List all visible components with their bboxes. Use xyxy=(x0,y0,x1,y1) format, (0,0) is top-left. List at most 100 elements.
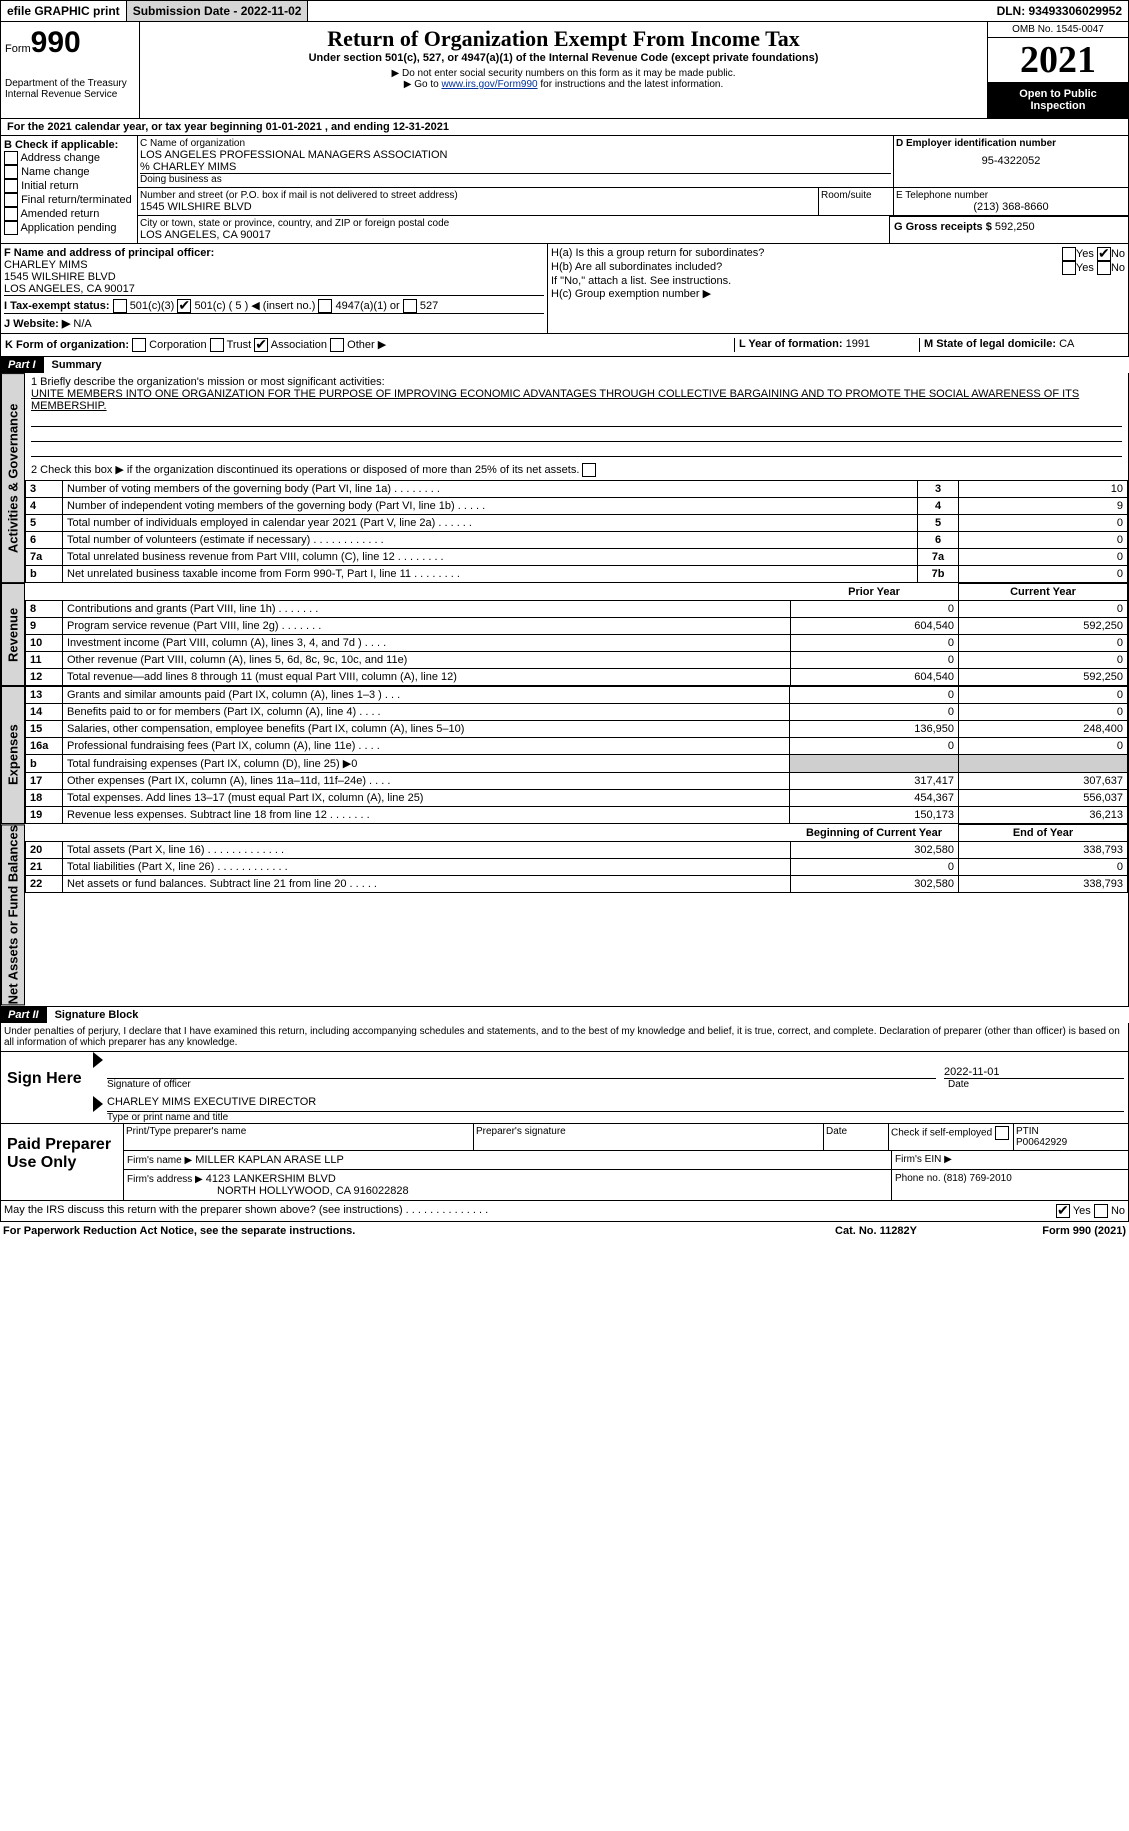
hb-no[interactable] xyxy=(1097,261,1111,275)
firm-ein-label: Firm's EIN ▶ xyxy=(892,1151,1128,1169)
ein: 95-4322052 xyxy=(896,155,1126,167)
chk-initial-return[interactable]: Initial return xyxy=(4,179,134,193)
note-goto: ▶ Go to www.irs.gov/Form990 for instruct… xyxy=(144,79,983,90)
officer-typed-name: CHARLEY MIMS EXECUTIVE DIRECTOR xyxy=(107,1096,1124,1112)
room-label: Room/suite xyxy=(819,188,894,215)
form-ref: Form 990 (2021) xyxy=(966,1225,1126,1237)
firm-addr2: NORTH HOLLYWOOD, CA 916022828 xyxy=(217,1185,409,1197)
table-revenue: Prior YearCurrent Year8Contributions and… xyxy=(25,583,1128,686)
identity-block: B Check if applicable: Address change Na… xyxy=(0,136,1129,244)
firm-name: MILLER KAPLAN ARASE LLP xyxy=(195,1154,344,1166)
discuss-no[interactable] xyxy=(1094,1204,1108,1218)
side-expenses: Expenses xyxy=(1,686,25,824)
addr-label: Number and street (or P.O. box if mail i… xyxy=(140,190,816,201)
form-title: Return of Organization Exempt From Incom… xyxy=(144,26,983,52)
ha-no[interactable] xyxy=(1097,247,1111,261)
type-name-label: Type or print name and title xyxy=(93,1112,1128,1123)
note-ssn: ▶ Do not enter social security numbers o… xyxy=(144,68,983,79)
box-f-label: F Name and address of principal officer: xyxy=(4,247,544,259)
chk-self-employed[interactable] xyxy=(995,1126,1009,1140)
box-d-label: D Employer identification number xyxy=(896,138,1126,149)
table-activities-governance: 3Number of voting members of the governi… xyxy=(25,480,1128,583)
tax-year: 2021 xyxy=(988,38,1128,82)
year-formation: 1991 xyxy=(846,338,870,350)
chk-501c[interactable] xyxy=(177,299,191,313)
expenses-block: Expenses 13Grants and similar amounts pa… xyxy=(0,686,1129,824)
street: 1545 WILSHIRE BLVD xyxy=(140,201,816,213)
prep-name-label: Print/Type preparer's name xyxy=(124,1124,474,1150)
chk-app-pending[interactable]: Application pending xyxy=(4,221,134,235)
mission: UNITE MEMBERS INTO ONE ORGANIZATION FOR … xyxy=(31,388,1122,412)
topbar: efile GRAPHIC print Submission Date - 20… xyxy=(0,0,1129,22)
part2-header: Part II Signature Block xyxy=(0,1007,1129,1023)
efile-label: efile GRAPHIC print xyxy=(1,1,127,21)
irs-link[interactable]: www.irs.gov/Form990 xyxy=(441,79,537,90)
discuss-row: May the IRS discuss this return with the… xyxy=(0,1201,1129,1222)
sig-officer-label: Signature of officer xyxy=(107,1079,948,1090)
chk-name-change[interactable]: Name change xyxy=(4,165,134,179)
dln: DLN: 93493306029952 xyxy=(991,1,1128,21)
line-a-period: For the 2021 calendar year, or tax year … xyxy=(0,119,1129,136)
prep-date-label: Date xyxy=(824,1124,889,1150)
declaration: Under penalties of perjury, I declare th… xyxy=(0,1023,1129,1052)
paperwork-notice: For Paperwork Reduction Act Notice, see … xyxy=(3,1225,786,1237)
chk-other[interactable] xyxy=(330,338,344,352)
phone: (213) 368-8660 xyxy=(896,201,1126,213)
self-employed: Check if self-employed xyxy=(889,1124,1014,1150)
line2: 2 Check this box ▶ if the organization d… xyxy=(31,463,1122,477)
ha-yes[interactable] xyxy=(1062,247,1076,261)
officer-name: CHARLEY MIMS xyxy=(4,259,544,271)
box-i-label: I Tax-exempt status: xyxy=(4,300,110,312)
chk-amended[interactable]: Amended return xyxy=(4,207,134,221)
chk-address-change[interactable]: Address change xyxy=(4,151,134,165)
chk-trust[interactable] xyxy=(210,338,224,352)
chk-527[interactable] xyxy=(403,299,417,313)
website: N/A xyxy=(73,318,91,330)
form-990-label: Form990 xyxy=(5,26,135,60)
h-note: If "No," attach a list. See instructions… xyxy=(551,275,1125,287)
sign-date: 2022-11-01 xyxy=(944,1066,1124,1079)
officer-addr2: LOS ANGELES, CA 90017 xyxy=(4,283,544,295)
submission-date: Submission Date - 2022-11-02 xyxy=(127,1,309,21)
box-b-label: B Check if applicable: xyxy=(4,139,134,151)
side-netassets: Net Assets or Fund Balances xyxy=(1,824,25,1005)
city-label: City or town, state or province, country… xyxy=(140,218,887,229)
netassets-block: Net Assets or Fund Balances Beginning of… xyxy=(0,824,1129,1006)
ptin: P00642929 xyxy=(1016,1137,1067,1148)
dept-treasury: Department of the Treasury xyxy=(5,78,135,89)
side-activities: Activities & Governance xyxy=(1,373,25,583)
chk-final-return[interactable]: Final return/terminated xyxy=(4,193,134,207)
chk-assoc[interactable] xyxy=(254,338,268,352)
firm-addr1: 4123 LANKERSHIM BLVD xyxy=(206,1173,336,1185)
omb: OMB No. 1545-0047 xyxy=(988,22,1128,38)
chk-4947[interactable] xyxy=(318,299,332,313)
h-c: H(c) Group exemption number ▶ xyxy=(551,287,1125,300)
revenue-block: Revenue Prior YearCurrent Year8Contribut… xyxy=(0,583,1129,686)
sign-here-block: Sign Here 2022-11-01 Signature of office… xyxy=(0,1052,1129,1124)
box-g-label: G Gross receipts $ xyxy=(894,221,992,233)
box-k-label: K Form of organization: xyxy=(5,339,129,351)
chk-501c3[interactable] xyxy=(113,299,127,313)
date-label: Date xyxy=(948,1079,1128,1090)
arrow-icon xyxy=(93,1052,103,1068)
paid-preparer-block: Paid Preparer Use Only Print/Type prepar… xyxy=(0,1124,1129,1201)
hb-yes[interactable] xyxy=(1062,261,1076,275)
klm-block: K Form of organization: Corporation Trus… xyxy=(0,334,1129,357)
footer: For Paperwork Reduction Act Notice, see … xyxy=(0,1222,1129,1240)
chk-discontinued[interactable] xyxy=(582,463,596,477)
box-c-label: C Name of organization xyxy=(140,138,891,149)
firm-phone: (818) 769-2010 xyxy=(943,1173,1011,1184)
paid-prep-label: Paid Preparer Use Only xyxy=(1,1124,123,1200)
org-care-of: % CHARLEY MIMS xyxy=(140,161,891,173)
sign-here-label: Sign Here xyxy=(1,1052,93,1123)
gross-receipts: 592,250 xyxy=(995,221,1035,233)
line1-label: 1 Briefly describe the organization's mi… xyxy=(31,376,1122,388)
discuss-yes[interactable] xyxy=(1056,1204,1070,1218)
state-domicile: CA xyxy=(1059,338,1074,350)
irs-label: Internal Revenue Service xyxy=(5,89,135,100)
form-header: Form990 Department of the Treasury Inter… xyxy=(0,22,1129,119)
officer-addr1: 1545 WILSHIRE BLVD xyxy=(4,271,544,283)
city: LOS ANGELES, CA 90017 xyxy=(140,229,887,241)
chk-corp[interactable] xyxy=(132,338,146,352)
org-name: LOS ANGELES PROFESSIONAL MANAGERS ASSOCI… xyxy=(140,149,891,161)
